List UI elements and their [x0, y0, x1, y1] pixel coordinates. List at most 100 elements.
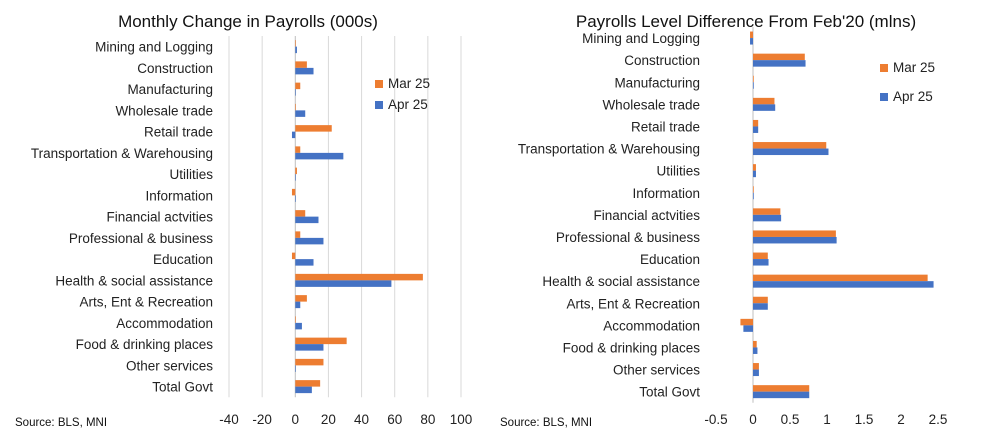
bar-mar-25	[753, 230, 836, 237]
bar-apr-25	[295, 46, 297, 54]
bar-mar-25	[295, 273, 423, 281]
source-note: Source: BLS, MNI	[500, 417, 592, 429]
x-tick-label: 0.5	[781, 412, 800, 427]
bar-mar-25	[295, 61, 307, 68]
legend-label: Apr 25	[893, 89, 933, 104]
legend-label: Mar 25	[388, 76, 430, 91]
bar-mar-25	[295, 231, 301, 238]
category-label: Other services	[613, 363, 700, 378]
legend-swatch	[880, 64, 888, 72]
category-label: Accommodation	[116, 316, 213, 331]
chart-title: Monthly Change in Payrolls (000s)	[118, 12, 378, 31]
bar-mar-25	[753, 385, 810, 392]
category-label: Arts, Ent & Recreation	[566, 296, 700, 311]
bar-apr-25	[753, 192, 754, 200]
bar-mar-25	[295, 125, 332, 132]
category-label: Construction	[137, 61, 213, 76]
bar-mar-25	[753, 53, 805, 61]
category-label: Mining and Logging	[95, 40, 213, 55]
bar-mar-25	[740, 318, 753, 326]
category-label: Utilities	[169, 167, 213, 182]
bar-apr-25	[753, 303, 768, 310]
bar-mar-25	[295, 40, 296, 47]
bar-mar-25	[753, 119, 759, 127]
category-label: Total Govt	[152, 380, 213, 395]
bar-apr-25	[753, 104, 776, 111]
bar-mar-25	[295, 210, 306, 217]
category-label: Arts, Ent & Recreation	[79, 295, 213, 310]
bar-apr-25	[295, 344, 324, 351]
x-tick-label: 0	[749, 412, 757, 427]
x-tick-label: -20	[252, 412, 272, 427]
bar-apr-25	[295, 322, 302, 330]
category-label: Financial actvities	[593, 208, 700, 223]
bar-mar-25	[753, 97, 775, 105]
x-tick-label: 60	[387, 412, 402, 427]
x-tick-label: -0.5	[704, 412, 727, 427]
bar-apr-25	[743, 325, 753, 332]
bar-apr-25	[753, 148, 829, 156]
category-label: Total Govt	[639, 385, 700, 400]
bar-mar-25	[295, 337, 347, 345]
category-label: Financial actvities	[106, 210, 213, 225]
category-label: Transportation & Warehousing	[518, 142, 700, 157]
bar-apr-25	[753, 214, 782, 222]
category-label: Accommodation	[603, 318, 700, 333]
category-label: Health & social assistance	[55, 273, 213, 288]
category-label: Education	[640, 252, 700, 267]
category-label: Transportation & Warehousing	[31, 146, 213, 161]
category-label: Mining and Logging	[582, 31, 700, 46]
bar-apr-25	[295, 67, 314, 75]
bar-apr-25	[753, 82, 754, 89]
bar-apr-25	[295, 216, 319, 224]
legend-label: Apr 25	[388, 97, 428, 112]
bar-apr-25	[753, 281, 934, 288]
category-label: Wholesale trade	[602, 97, 700, 112]
bar-mar-25	[753, 142, 827, 149]
bar-apr-25	[753, 236, 837, 244]
legend-swatch	[375, 80, 383, 88]
bar-apr-25	[295, 174, 296, 181]
bar-apr-25	[295, 259, 314, 266]
x-tick-label: 20	[321, 412, 336, 427]
bar-apr-25	[295, 237, 324, 245]
bar-mar-25	[753, 296, 768, 304]
bar-mar-25	[295, 167, 297, 175]
x-tick-label: 1.5	[855, 412, 874, 427]
bar-apr-25	[753, 170, 756, 178]
bar-apr-25	[753, 369, 759, 377]
bar-mar-25	[295, 380, 321, 387]
bar-mar-25	[295, 82, 301, 90]
category-label: Retail trade	[631, 119, 700, 134]
bar-apr-25	[295, 195, 296, 202]
bar-apr-25	[295, 386, 312, 394]
bar-apr-25	[753, 126, 759, 133]
bar-mar-25	[295, 103, 296, 111]
x-tick-label: 2	[897, 412, 905, 427]
bar-mar-25	[753, 164, 756, 171]
bar-apr-25	[753, 347, 758, 354]
bar-mar-25	[295, 316, 296, 323]
bar-apr-25	[753, 259, 769, 266]
category-label: Professional & business	[69, 231, 213, 246]
x-tick-label: 40	[354, 412, 369, 427]
category-label: Professional & business	[556, 230, 700, 245]
bar-mar-25	[753, 340, 757, 348]
x-tick-label: 0	[292, 412, 300, 427]
legend-label: Mar 25	[893, 60, 935, 75]
category-label: Wholesale trade	[115, 103, 213, 118]
bar-apr-25	[753, 60, 806, 67]
bar-apr-25	[750, 38, 753, 45]
bar-apr-25	[295, 152, 344, 160]
bar-apr-25	[295, 89, 296, 96]
bar-mar-25	[295, 295, 307, 302]
bar-mar-25	[295, 358, 324, 366]
bar-mar-25	[753, 208, 781, 215]
category-label: Health & social assistance	[542, 274, 700, 289]
bar-mar-25	[753, 274, 928, 282]
category-label: Manufacturing	[614, 75, 700, 90]
bar-apr-25	[753, 391, 810, 399]
category-label: Food & drinking places	[563, 340, 701, 355]
bar-apr-25	[295, 110, 306, 117]
